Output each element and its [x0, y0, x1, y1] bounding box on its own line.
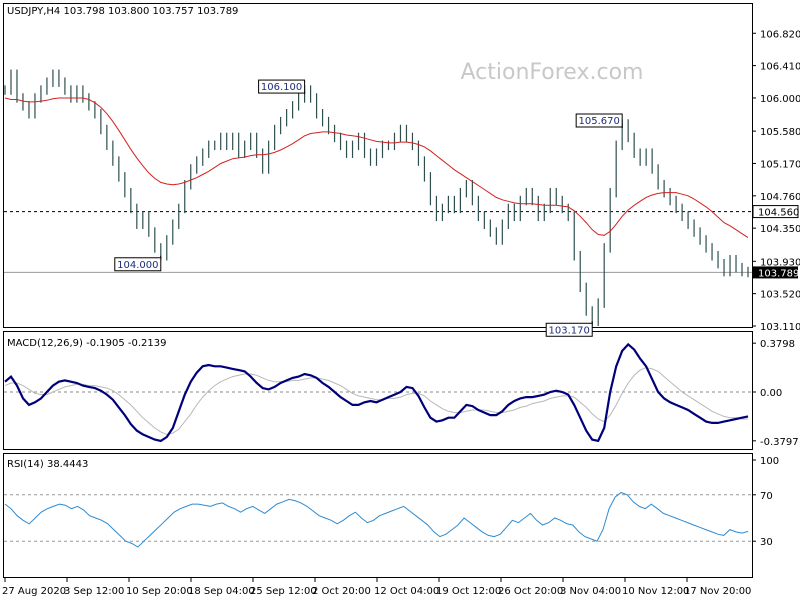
rsi-y-tick-label: 100	[760, 456, 779, 467]
rsi-panel-frame	[3, 453, 753, 578]
axis-layer: 106.820 106.410 106.000 105.580 105.170 104.7…	[2, 29, 800, 597]
y-tick-label: 106.410	[760, 62, 800, 73]
y-tick-label: 106.820	[760, 29, 800, 40]
price-header: USDJPY,H4 103.798 103.800 103.757 103.78…	[7, 6, 238, 17]
x-tick-label: 17 Nov 20:00	[684, 586, 751, 597]
x-tick-label: 25 Sep 12:00	[250, 586, 317, 597]
x-tick-label: 10 Nov 12:00	[622, 586, 689, 597]
y-tick-label: 103.520	[760, 290, 800, 301]
moving-average-line	[4, 97, 749, 239]
price-layer: 106.100 104.000 105.670 103.170	[4, 69, 752, 337]
x-tick-label: 3 Nov 04:00	[560, 586, 621, 597]
x-tick-label: 12 Oct 04:00	[374, 586, 439, 597]
y-tick-label: 103.930	[760, 257, 800, 268]
annotation-box	[575, 113, 623, 128]
x-tick-label: 2 Oct 20:00	[312, 586, 371, 597]
level-label-box	[752, 205, 799, 219]
watermark: ActionForex.com	[461, 60, 644, 85]
rsi-layer	[4, 491, 752, 548]
x-tick-label: 27 Aug 2020	[2, 586, 66, 597]
annotation-box	[545, 322, 593, 337]
x-tick-label: 10 Sep 20:00	[126, 586, 193, 597]
last-price-label: 103.789	[758, 268, 799, 279]
annotation-label: 103.170	[549, 325, 590, 336]
x-tick-label: 3 Sep 12:00	[64, 586, 124, 597]
macd-y-tick-label: -0.3797	[760, 437, 799, 448]
last-price-box	[753, 266, 798, 279]
level-label: 104.560	[758, 208, 799, 219]
annotation-label: 106.100	[261, 82, 302, 93]
macd-panel-frame	[3, 331, 753, 450]
macd-line	[4, 342, 749, 443]
annotation-box	[114, 257, 162, 272]
y-tick-label: 105.170	[760, 159, 800, 170]
rsi-line	[4, 491, 749, 548]
x-tick-label: 19 Oct 12:00	[436, 586, 501, 597]
macd-y-tick-label: 0.3798	[760, 339, 795, 350]
annotation-label: 105.670	[578, 116, 619, 127]
y-tick-label: 103.110	[760, 322, 800, 333]
macd-layer	[4, 342, 752, 443]
annotation-label: 104.000	[117, 260, 158, 271]
rsi-y-tick-label: 70	[760, 491, 773, 502]
y-tick-label: 104.760	[760, 192, 800, 203]
signal-line	[4, 367, 748, 435]
rsi-y-tick-label: 30	[760, 537, 773, 548]
x-tick-label: 26 Oct 20:00	[498, 586, 563, 597]
y-tick-label: 105.580	[760, 127, 800, 138]
annotation-box	[258, 79, 306, 94]
y-tick-label: 106.000	[760, 94, 800, 105]
price-panel-frame	[3, 3, 753, 328]
y-tick-label: 104.350	[760, 224, 800, 235]
macd-y-tick-label: 0.00	[760, 388, 782, 399]
macd-header: MACD(12,26,9) -0.1905 -0.2139	[7, 338, 167, 349]
x-tick-label: 18 Sep 04:00	[188, 586, 255, 597]
rsi-header: RSI(14) 38.4443	[7, 459, 88, 470]
